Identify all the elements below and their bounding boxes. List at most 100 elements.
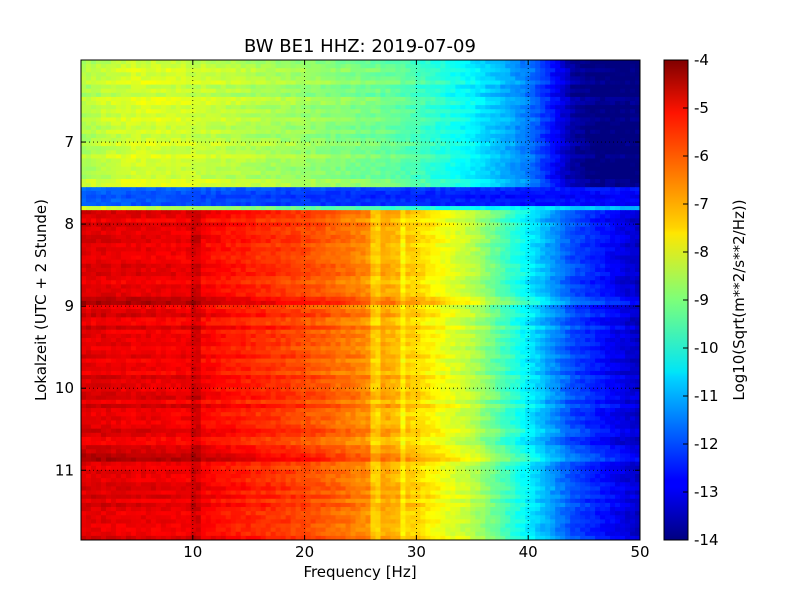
heatmap-cell — [320, 142, 327, 147]
heatmap-cell — [355, 166, 362, 172]
heatmap-cell — [300, 150, 307, 155]
heatmap-cell — [320, 230, 327, 236]
heatmap-cell — [190, 64, 197, 69]
heatmap-cell — [100, 146, 107, 151]
heatmap-cell — [385, 64, 392, 69]
heatmap-cell — [385, 142, 392, 147]
heatmap-cell — [590, 117, 596, 123]
heatmap-cell — [330, 162, 337, 168]
heatmap-cell — [285, 166, 292, 172]
heatmap-cell — [410, 133, 416, 139]
heatmap-cell — [295, 76, 302, 82]
heatmap-cell — [370, 230, 377, 236]
heatmap-cell — [110, 198, 117, 203]
heatmap-cell — [270, 105, 277, 110]
heatmap-cell — [510, 121, 516, 127]
heatmap-cell — [635, 60, 640, 65]
heatmap-cell — [120, 214, 127, 219]
heatmap-cell — [410, 230, 416, 236]
heatmap-cell — [220, 162, 227, 168]
heatmap-cell — [325, 234, 332, 240]
heatmap-cell — [410, 105, 416, 110]
heatmap-cell — [385, 88, 392, 94]
heatmap-cell — [270, 133, 277, 139]
heatmap-cell — [465, 146, 471, 151]
heatmap-cell — [290, 60, 297, 65]
heatmap-cell — [170, 190, 177, 196]
heatmap-cell — [245, 202, 252, 207]
heatmap-cell — [430, 72, 436, 78]
heatmap-cell — [345, 146, 352, 151]
heatmap-cell — [195, 142, 202, 147]
heatmap-cell — [190, 146, 197, 151]
heatmap-cell — [345, 117, 352, 123]
heatmap-cell — [320, 239, 327, 244]
heatmap-cell — [200, 170, 207, 176]
heatmap-cell — [155, 222, 162, 228]
heatmap-cell — [570, 187, 576, 192]
heatmap-cell — [555, 190, 561, 196]
heatmap-cell — [525, 113, 531, 119]
heatmap-cell — [625, 129, 631, 135]
heatmap-cell — [100, 109, 107, 114]
heatmap-cell — [190, 133, 197, 139]
heatmap-cell — [525, 226, 531, 232]
heatmap-cell — [205, 234, 212, 240]
heatmap-cell — [595, 150, 601, 155]
heatmap-cell — [415, 218, 421, 224]
heatmap-cell — [605, 206, 611, 211]
heatmap-cell — [535, 105, 541, 110]
heatmap-cell — [440, 129, 446, 135]
heatmap-cell — [335, 166, 342, 172]
heatmap-cell — [615, 174, 621, 180]
heatmap-cell — [405, 222, 412, 228]
heatmap-cell — [630, 76, 636, 82]
heatmap-cell — [390, 210, 397, 215]
heatmap-cell — [460, 226, 466, 232]
heatmap-cell — [105, 88, 112, 94]
heatmap-cell — [315, 202, 322, 207]
heatmap-cell — [610, 198, 616, 203]
heatmap-cell — [425, 84, 431, 90]
heatmap-cell — [145, 101, 152, 106]
heatmap-cell — [320, 84, 327, 90]
heatmap-cell — [325, 80, 332, 86]
heatmap-cell — [540, 170, 546, 176]
heatmap-cell — [510, 68, 516, 73]
heatmap-cell — [545, 210, 551, 215]
heatmap-cell — [385, 150, 392, 155]
heatmap-cell — [440, 105, 446, 110]
heatmap-cell — [195, 113, 202, 119]
heatmap-cell — [275, 133, 282, 139]
heatmap-cell — [145, 72, 152, 78]
heatmap-cell — [575, 96, 581, 102]
heatmap-cell — [575, 84, 581, 90]
heatmap-cell — [250, 178, 257, 184]
heatmap-cell — [95, 174, 102, 180]
heatmap-cell — [445, 170, 451, 176]
heatmap-cell — [475, 121, 481, 127]
heatmap-cell — [495, 137, 501, 143]
heatmap-cell — [565, 198, 571, 203]
heatmap-cell — [275, 68, 282, 73]
heatmap-cell — [505, 96, 511, 102]
heatmap-cell — [600, 166, 606, 172]
heatmap-cell — [305, 183, 312, 188]
heatmap-cell — [210, 64, 217, 69]
heatmap-cell — [130, 80, 137, 86]
heatmap-cell — [575, 158, 581, 164]
heatmap-cell — [205, 92, 212, 98]
heatmap-cell — [455, 68, 461, 73]
heatmap-cell — [440, 72, 446, 78]
heatmap-cell — [485, 198, 491, 203]
heatmap-cell — [430, 210, 436, 215]
heatmap-cell — [150, 142, 157, 147]
heatmap-cell — [430, 88, 436, 94]
heatmap-cell — [265, 80, 272, 86]
heatmap-cell — [390, 166, 397, 172]
heatmap-cell — [230, 92, 237, 98]
heatmap-cell — [310, 150, 317, 155]
heatmap-cell — [200, 68, 207, 73]
heatmap-cell — [180, 183, 187, 188]
heatmap-cell — [395, 68, 402, 73]
